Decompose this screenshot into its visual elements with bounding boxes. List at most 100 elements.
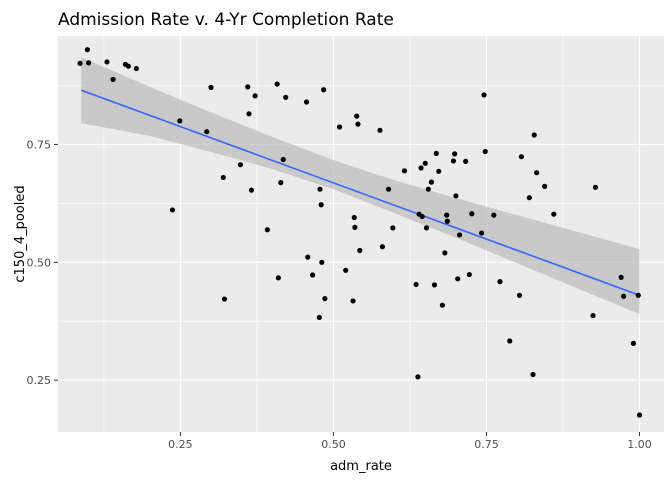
trend-line-layer [80, 89, 640, 297]
data-point [177, 118, 183, 124]
data-point [208, 84, 214, 90]
data-point [104, 59, 110, 65]
y-tick-label: 0.75 [27, 138, 52, 151]
data-point [530, 371, 536, 378]
data-point [425, 186, 431, 192]
x-axis-title: adm_rate [330, 459, 392, 474]
data-point [278, 180, 284, 186]
data-point [264, 227, 270, 233]
data-point [551, 211, 557, 217]
data-point [351, 214, 357, 221]
data-point [110, 76, 116, 82]
data-point [526, 195, 532, 201]
data-point [507, 338, 513, 344]
data-point [452, 151, 458, 157]
data-point [248, 187, 255, 193]
y-axis-title: c150_4_pooled [13, 185, 28, 282]
x-tick-label: 1.00 [627, 438, 652, 451]
data-point [423, 225, 430, 231]
data-point [317, 186, 323, 192]
data-point [482, 148, 488, 155]
y-tick-label: 0.50 [27, 256, 52, 269]
confidence-band [81, 57, 640, 315]
data-point [636, 412, 643, 418]
data-point [439, 302, 446, 308]
data-point [316, 314, 322, 321]
data-point [453, 193, 459, 199]
data-point [481, 92, 487, 98]
data-point [518, 154, 524, 160]
data-point [274, 81, 280, 87]
data-point [385, 186, 392, 192]
data-point [413, 281, 419, 288]
data-point [418, 165, 424, 171]
data-point [220, 174, 226, 181]
data-point [455, 276, 461, 282]
data-point [84, 47, 90, 53]
data-point [630, 340, 636, 346]
data-point [169, 207, 176, 213]
data-point [469, 211, 475, 217]
data-point [436, 168, 442, 174]
data-point [283, 94, 289, 100]
data-point [377, 127, 383, 133]
data-point [444, 218, 450, 224]
data-point [444, 212, 450, 218]
data-point [428, 179, 434, 185]
data-point [466, 271, 472, 278]
data-point [310, 272, 316, 278]
data-point [280, 156, 286, 163]
x-tick-label: 0.25 [168, 438, 193, 451]
data-point [355, 121, 361, 127]
data-point [491, 212, 497, 218]
data-point [531, 132, 537, 138]
data-point [618, 274, 624, 280]
data-point [621, 293, 627, 299]
data-point [357, 247, 363, 254]
chart-title: Admission Rate v. 4-Yr Completion Rate [58, 10, 394, 30]
y-tick-label: 0.25 [27, 374, 52, 387]
data-point [592, 184, 599, 190]
data-point [534, 170, 540, 176]
data-point [450, 158, 457, 164]
data-point [478, 230, 485, 236]
data-points [77, 47, 643, 418]
data-point [305, 254, 311, 260]
x-tick-label: 0.50 [321, 438, 346, 451]
data-point [379, 244, 386, 250]
data-point [415, 374, 421, 380]
data-point [86, 60, 92, 66]
data-point [318, 202, 324, 208]
data-point [401, 168, 408, 174]
axis-ticks: 0.25 0.50 0.75 1.00 0.25 0.50 0.75 [27, 138, 652, 451]
data-point [252, 93, 258, 99]
data-point [516, 292, 523, 298]
data-point [542, 183, 548, 189]
data-point [497, 279, 503, 285]
data-point [303, 99, 310, 105]
data-point [321, 87, 327, 93]
confidence-band-layer [81, 57, 640, 315]
trend-line [80, 89, 640, 297]
data-point [422, 160, 428, 166]
data-point [275, 275, 281, 281]
data-point [336, 124, 343, 130]
data-point [456, 232, 463, 238]
data-point [419, 213, 425, 220]
data-point [590, 312, 596, 319]
data-point [246, 111, 252, 117]
data-point [133, 65, 139, 72]
data-point [352, 224, 358, 230]
data-point [125, 63, 131, 69]
data-point [322, 295, 328, 302]
data-point [237, 162, 244, 168]
data-point [204, 129, 210, 135]
data-point [354, 113, 360, 119]
data-point [433, 150, 439, 156]
data-point [463, 158, 469, 164]
data-point [343, 267, 349, 273]
data-point [221, 296, 228, 302]
data-point [319, 259, 325, 265]
data-point [635, 292, 641, 298]
